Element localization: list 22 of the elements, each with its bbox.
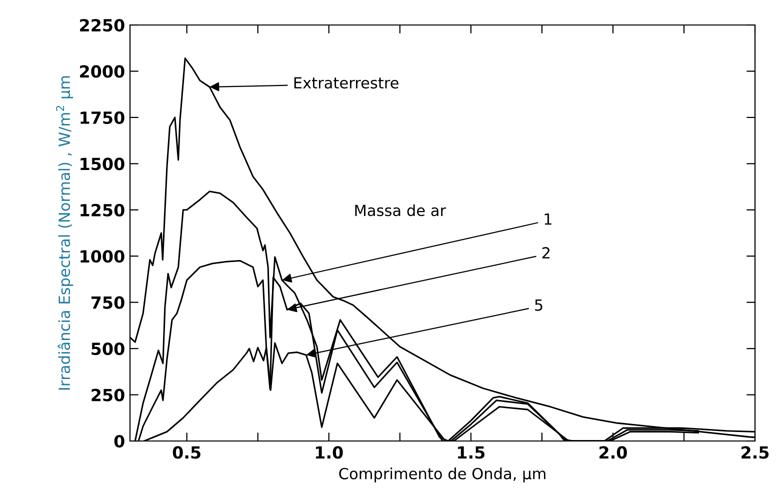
annotation: 1 [544, 214, 552, 225]
annotation: Massa de ar [355, 204, 446, 216]
y-tick-label: 750 [91, 296, 124, 309]
y-tick-label: 2000 [80, 65, 124, 78]
y-tick-label: 1250 [80, 204, 124, 216]
annotation: Extraterrestre [294, 77, 398, 89]
y-axis-title: Irradiância Espectral (Normal) , W/m$^{2}$ µm [56, 76, 74, 390]
x-tick-label: 1.5 [458, 446, 485, 459]
x-tick-label: 2.0 [600, 446, 627, 459]
y-tick-label: 0 [114, 434, 124, 448]
annotation: 2 [542, 247, 550, 258]
y-tick-label: 500 [92, 342, 124, 356]
x-tick-label: 2.5 [742, 446, 769, 459]
y-tick-label: 1750 [80, 111, 124, 124]
annotation: 5 [535, 299, 542, 311]
y-tick-label: 1000 [80, 250, 124, 263]
y-tick-label: 1500 [80, 158, 124, 170]
x-axis-title: Comprimento de Onda, µm [339, 468, 546, 482]
y-tick-label: 2250 [80, 18, 124, 32]
x-tick-label: 1.0 [316, 446, 343, 459]
y-tick-label: 250 [92, 388, 124, 402]
x-tick-label: 0.5 [172, 446, 200, 459]
